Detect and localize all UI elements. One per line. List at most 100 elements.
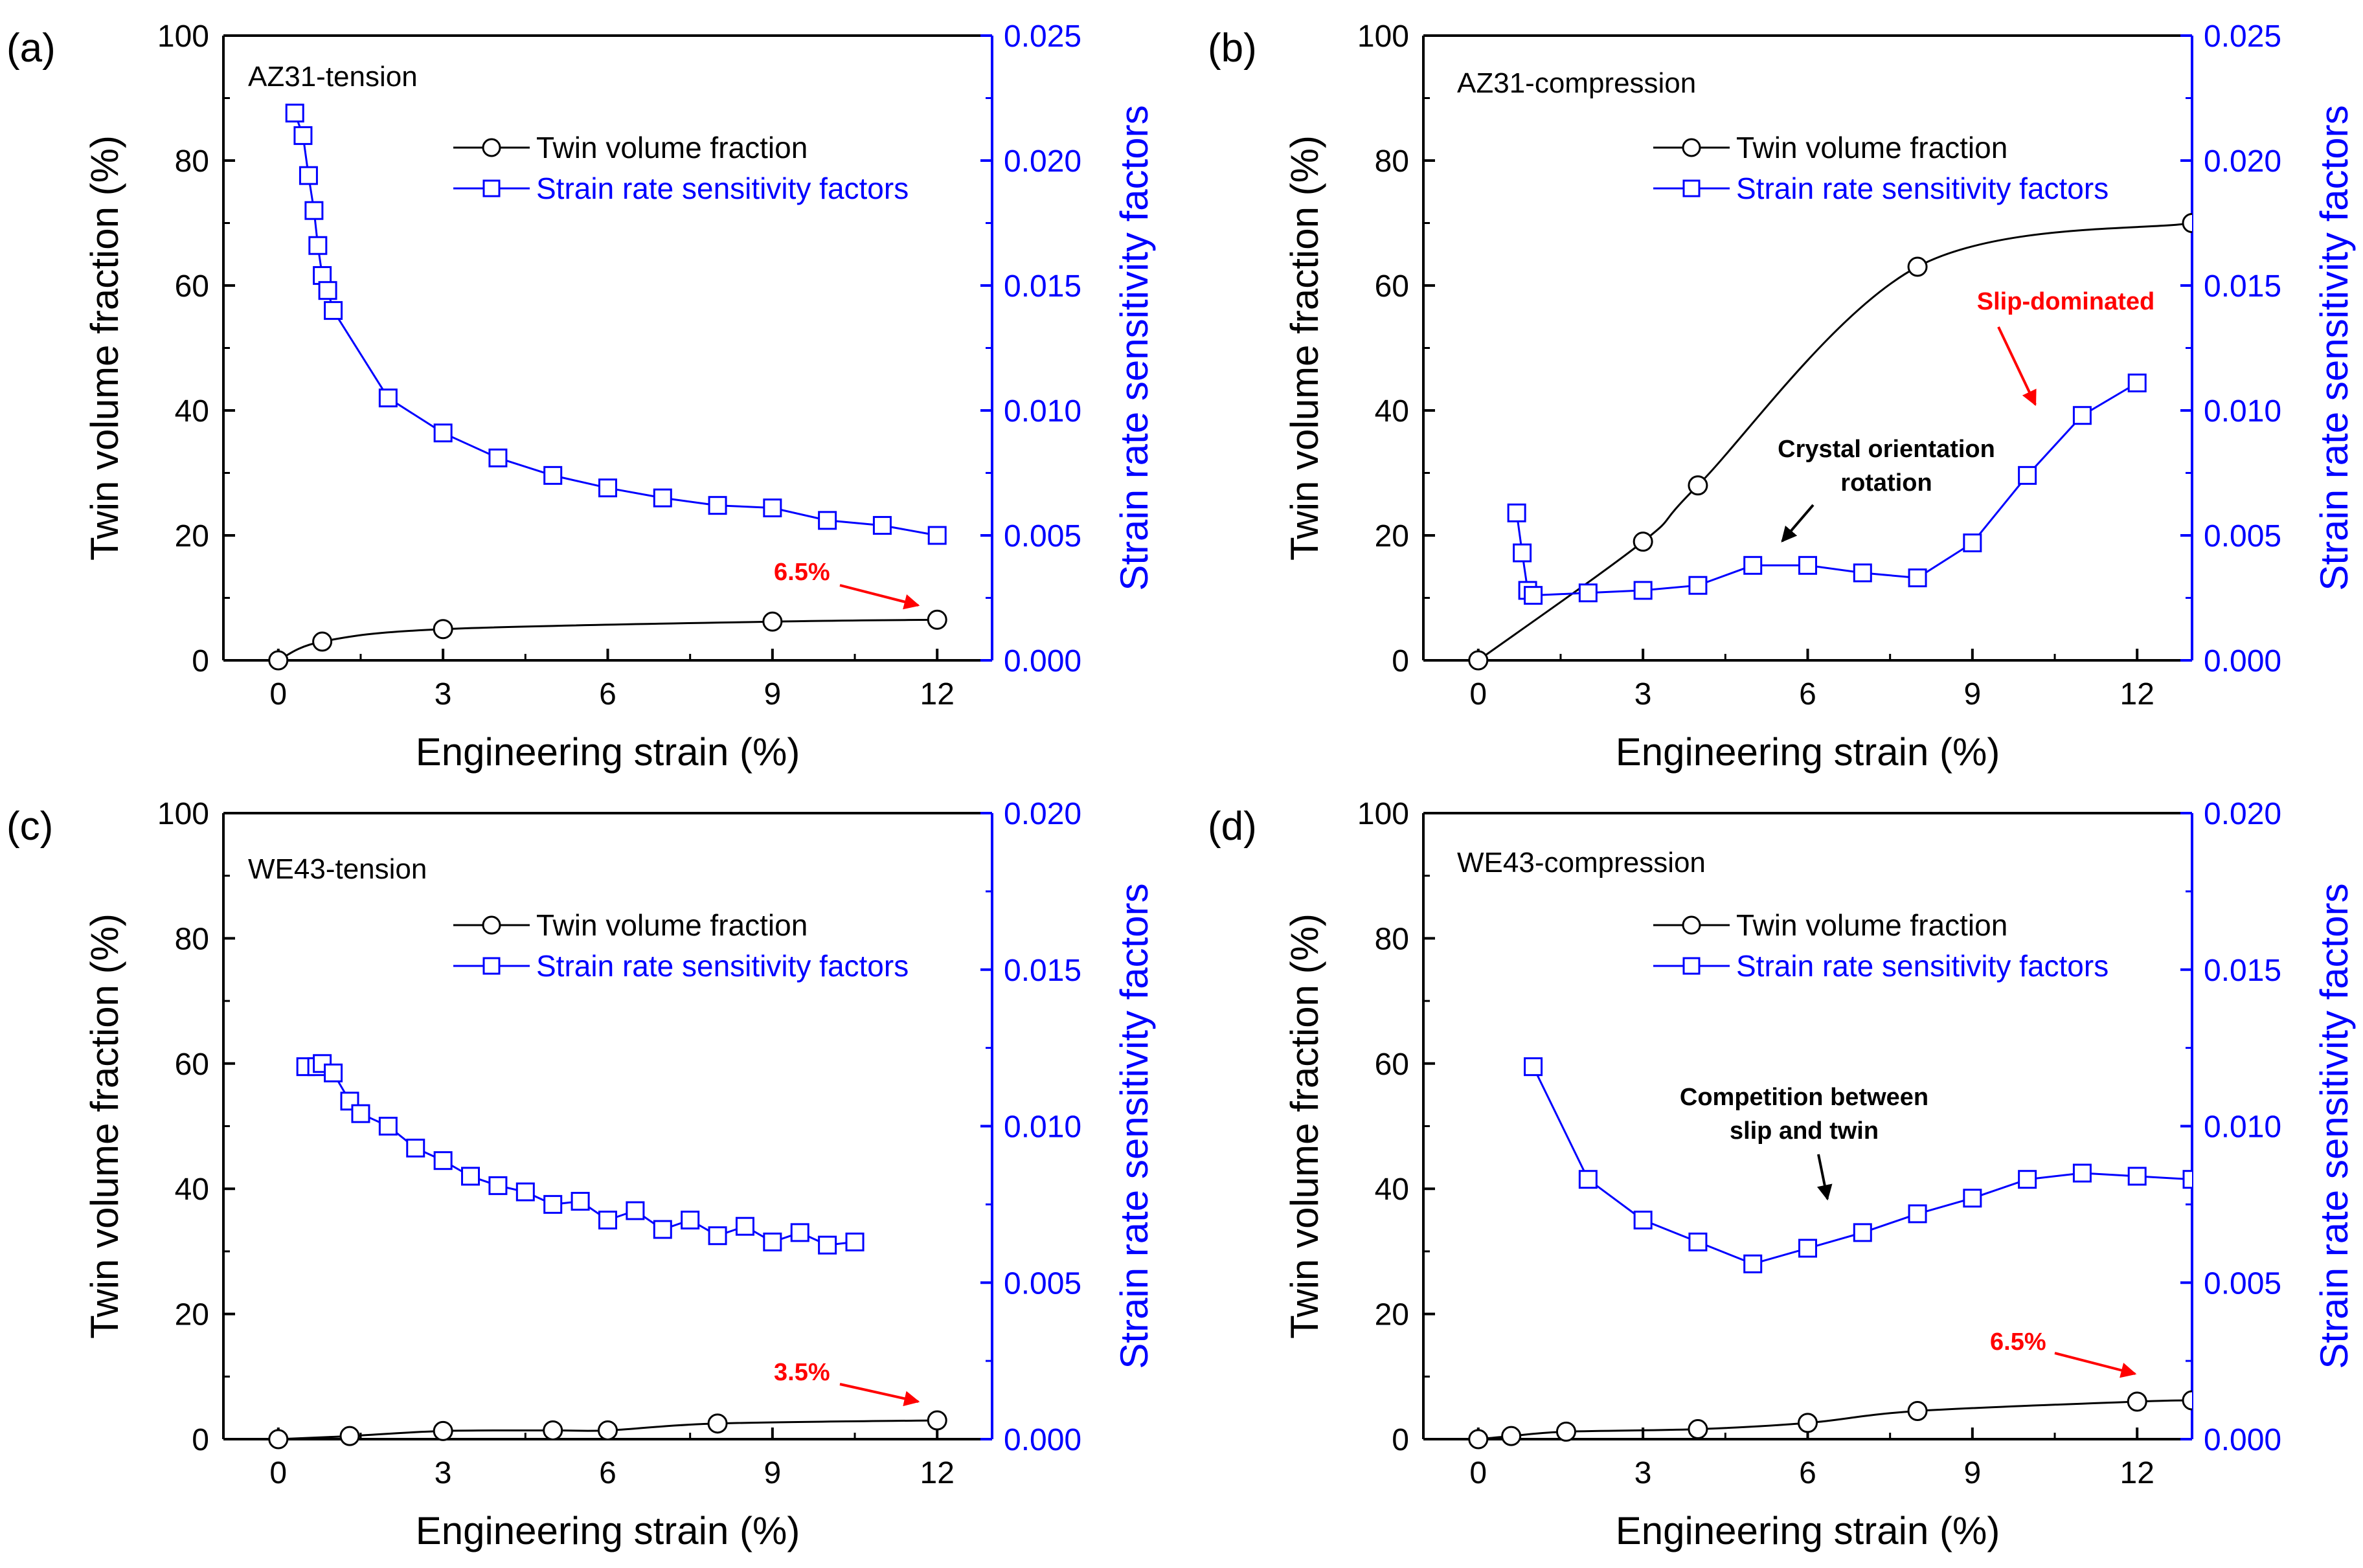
data-point-square — [790, 1223, 809, 1242]
data-point-square — [1798, 1238, 1817, 1258]
data-point-square — [2072, 1163, 2092, 1183]
annotation-text: slip and twin — [1730, 1117, 1879, 1145]
x-tick-label: 9 — [764, 1456, 782, 1490]
data-point-square — [324, 1063, 343, 1082]
x-tick-label: 0 — [269, 677, 287, 711]
y-right-tick-label: 0.015 — [2204, 954, 2281, 988]
data-point-circle — [598, 1420, 618, 1440]
y-left-tick-label: 80 — [1375, 144, 1409, 179]
x-tick-label: 3 — [1634, 677, 1652, 711]
x-tick-label: 3 — [435, 677, 452, 711]
data-point-circle — [2182, 1390, 2192, 1411]
legend-label: Strain rate sensitivity factors — [536, 949, 909, 983]
data-point-circle — [1688, 475, 1708, 496]
x-tick-label: 0 — [1469, 677, 1487, 711]
data-point-circle — [707, 1413, 728, 1434]
panel-label: (b) — [1208, 26, 1257, 71]
legend-marker-square — [482, 179, 501, 197]
x-tick-label: 3 — [1634, 1456, 1652, 1490]
x-tick-label: 6 — [1799, 1456, 1816, 1490]
data-point-square — [681, 1211, 700, 1230]
data-point-circle — [1907, 256, 1928, 277]
y-right-tick-label: 0.020 — [1004, 797, 1081, 831]
data-point-circle — [2127, 1391, 2147, 1412]
data-point-square — [2127, 374, 2147, 393]
data-point-square — [763, 1232, 782, 1251]
annotation-arrow — [2054, 1352, 2137, 1378]
y-right-tick-label: 0.000 — [2204, 1423, 2281, 1457]
y-right-tick-label: 0.015 — [1004, 954, 1081, 988]
data-point-circle — [927, 609, 947, 630]
data-point-circle — [1688, 1419, 1708, 1440]
data-point-square — [378, 1117, 398, 1136]
legend-marker-circle — [1682, 138, 1701, 157]
x-tick-label: 0 — [269, 1456, 287, 1490]
panel-label: (c) — [6, 804, 53, 849]
y-right-axis-title: Strain rate sensitivity factors — [2312, 883, 2356, 1369]
x-tick-label: 12 — [2120, 1456, 2154, 1490]
data-point-square — [818, 1235, 837, 1255]
x-tick-label: 9 — [1964, 1456, 1982, 1490]
y-left-tick-label: 80 — [1375, 922, 1409, 956]
y-right-tick-label: 0.025 — [1004, 19, 1081, 54]
data-point-circle — [927, 1410, 947, 1431]
data-point-circle — [762, 611, 783, 632]
data-point-circle — [1501, 1426, 1522, 1446]
legend-marker-square — [1682, 957, 1701, 975]
data-point-circle — [312, 631, 333, 652]
data-point-square — [598, 478, 617, 498]
y-left-tick-label: 40 — [1375, 1172, 1409, 1207]
annotation-arrow — [839, 1383, 920, 1407]
data-point-circle — [339, 1426, 360, 1446]
data-point-square — [433, 423, 453, 443]
series-line — [1477, 222, 2192, 662]
data-point-square — [1688, 576, 1708, 595]
series-twin-volume-fraction — [1468, 213, 2192, 671]
data-point-circle — [1468, 1429, 1489, 1450]
data-point-square — [1743, 1254, 1763, 1273]
data-point-square — [1963, 1189, 1982, 1208]
legend: Twin volume fraction Strain rate sensitiv… — [453, 908, 909, 983]
y-right-tick-label: 0.015 — [1004, 269, 1081, 304]
data-point-square — [318, 281, 337, 300]
data-point-square — [1633, 1211, 1653, 1230]
y-right-tick-label: 0.005 — [1004, 519, 1081, 554]
data-point-square — [1798, 555, 1817, 575]
data-point-circle — [433, 1420, 453, 1441]
legend: Twin volume fraction Strain rate sensitiv… — [453, 131, 909, 205]
y-right-tick-label: 0.010 — [1004, 1110, 1081, 1145]
legend: Twin volume fraction Strain rate sensitiv… — [1653, 131, 2109, 205]
x-axis-title: Engineering strain (%) — [416, 730, 800, 774]
y-right-tick-label: 0.010 — [2204, 394, 2281, 429]
data-point-square — [653, 1220, 672, 1239]
data-point-square — [1578, 1170, 1598, 1189]
y-left-tick-label: 80 — [175, 144, 209, 179]
series-line — [1478, 1399, 2192, 1440]
data-point-square — [845, 1232, 865, 1251]
data-point-square — [378, 388, 398, 408]
data-point-circle — [268, 1429, 289, 1450]
legend: Twin volume fraction Strain rate sensitiv… — [1653, 908, 2109, 983]
legend-marker-circle — [1682, 915, 1701, 935]
data-point-square — [488, 448, 508, 467]
y-left-tick-label: 100 — [157, 19, 209, 54]
annotation-arrow — [1816, 1154, 1833, 1201]
data-point-square — [461, 1167, 481, 1186]
y-left-axis-title: Twin volume fraction (%) — [1283, 913, 1326, 1339]
data-point-square — [1633, 581, 1653, 600]
y-right-tick-label: 0.015 — [2204, 269, 2281, 304]
chart-title: AZ31-tension — [248, 61, 418, 93]
y-left-tick-label: 20 — [175, 1298, 209, 1332]
y-right-tick-label: 0.020 — [2204, 797, 2281, 831]
y-right-tick-label: 0.010 — [1004, 394, 1081, 429]
annotation-text: 6.5% — [774, 559, 830, 586]
chart-panel-2: (b) 0 3 6 9 12 0 20 40 60 80 100 0.000 0.005 0.010 0.01… — [1208, 19, 2356, 774]
y-left-tick-label: 40 — [175, 1172, 209, 1207]
y-right-tick-label: 0.000 — [1004, 1423, 1081, 1457]
panel-label: (d) — [1208, 804, 1257, 849]
legend-marker-square — [482, 957, 501, 975]
legend-label: Twin volume fraction — [1736, 131, 2007, 164]
data-point-square — [653, 488, 672, 508]
data-point-circle — [1907, 1400, 1928, 1421]
